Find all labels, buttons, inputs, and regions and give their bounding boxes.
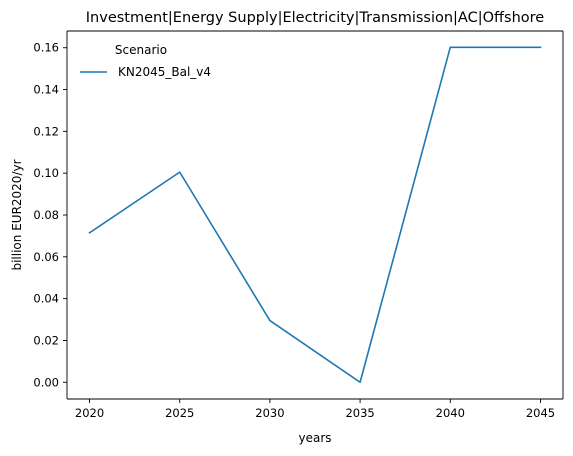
- legend: Scenario KN2045_Bal_v4: [80, 43, 211, 79]
- x-tick-label: 2025: [165, 406, 194, 420]
- legend-entry-label: KN2045_Bal_v4: [118, 65, 211, 79]
- series-line-kn2045-bal-v4: [88, 46, 542, 384]
- y-axis-label: billion EUR2020/yr: [10, 159, 24, 270]
- x-tick-label: 2040: [436, 406, 465, 420]
- y-tick-label: 0.06: [33, 250, 59, 264]
- series-layer: [88, 46, 542, 384]
- y-tick-label: 0.10: [33, 166, 59, 180]
- y-tick-label: 0.02: [33, 333, 59, 347]
- x-axis-ticks: 2020 2025 2030 2035 2040 2045: [75, 399, 555, 420]
- legend-title: Scenario: [115, 43, 167, 57]
- x-tick-label: 2020: [75, 406, 104, 420]
- y-axis-ticks: 0.00 0.02 0.04 0.06 0.08 0.10 0.12 0.14 0.16: [33, 41, 67, 389]
- plot-area: [67, 31, 563, 399]
- y-tick-label: 0.16: [33, 41, 59, 55]
- y-tick-label: 0.12: [33, 124, 59, 138]
- y-tick-label: 0.04: [33, 292, 59, 306]
- x-tick-label: 2035: [345, 406, 374, 420]
- x-tick-label: 2030: [255, 406, 284, 420]
- y-tick-label: 0.08: [33, 208, 59, 222]
- x-axis-label: years: [298, 431, 331, 445]
- y-tick-label: 0.14: [33, 83, 59, 97]
- chart-title: Investment|Energy Supply|Electricity|Tra…: [86, 10, 544, 26]
- y-tick-label: 0.00: [33, 375, 59, 389]
- x-tick-label: 2045: [526, 406, 555, 420]
